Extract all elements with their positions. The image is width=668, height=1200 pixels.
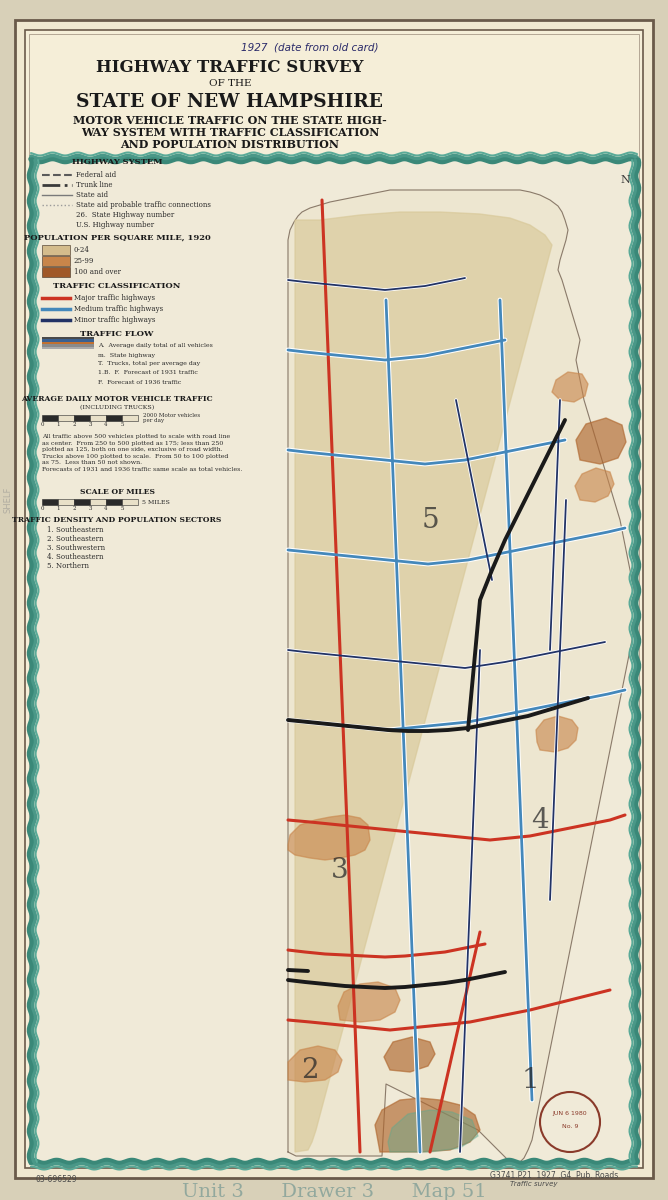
Bar	[42, 245, 70, 254]
Bar	[42, 342, 94, 344]
Text: AND POPULATION DISTRIBUTION: AND POPULATION DISTRIBUTION	[120, 139, 339, 150]
Text: 1927  (date from old card): 1927 (date from old card)	[241, 43, 379, 53]
Polygon shape	[388, 1110, 478, 1152]
Text: 2: 2	[72, 422, 75, 427]
Text: 5: 5	[120, 422, 124, 427]
Text: 5: 5	[120, 506, 124, 511]
Bar	[42, 256, 70, 266]
Bar	[106, 415, 122, 421]
Text: 1: 1	[56, 422, 59, 427]
Text: TRAFFIC DENSITY AND POPULATION SECTORS: TRAFFIC DENSITY AND POPULATION SECTORS	[12, 516, 222, 524]
Text: TRAFFIC FLOW: TRAFFIC FLOW	[80, 330, 154, 338]
Polygon shape	[536, 716, 578, 752]
Text: U.S. Highway number: U.S. Highway number	[76, 221, 154, 229]
Text: 1. Southeastern: 1. Southeastern	[47, 526, 104, 534]
Polygon shape	[552, 372, 588, 402]
Text: 5: 5	[422, 506, 439, 534]
Text: No. 9: No. 9	[562, 1123, 578, 1128]
Polygon shape	[288, 815, 370, 860]
Text: 03-696529: 03-696529	[35, 1176, 77, 1184]
Text: F.  Forecast of 1936 traffic: F. Forecast of 1936 traffic	[98, 379, 181, 384]
Bar	[42, 499, 58, 505]
Text: N: N	[620, 175, 630, 185]
Text: JUN 6 1980: JUN 6 1980	[552, 1111, 587, 1116]
Polygon shape	[575, 468, 614, 502]
Bar	[42, 337, 94, 338]
Text: All traffic above 500 vehicles plotted to scale with road line
as center.  From : All traffic above 500 vehicles plotted t…	[42, 434, 242, 472]
Text: T.  Trucks, total per average day: T. Trucks, total per average day	[98, 361, 200, 366]
Text: 4. Southeastern: 4. Southeastern	[47, 553, 104, 560]
Text: Minor traffic highways: Minor traffic highways	[74, 316, 156, 324]
Polygon shape	[288, 1046, 342, 1082]
Bar	[122, 499, 138, 505]
Text: 0: 0	[40, 506, 43, 511]
Text: State aid: State aid	[76, 191, 108, 199]
Text: m.  State highway: m. State highway	[98, 353, 155, 358]
Bar	[42, 347, 94, 349]
Text: 26.  State Highway number: 26. State Highway number	[76, 211, 174, 218]
Text: 2: 2	[301, 1056, 319, 1084]
Bar	[42, 266, 70, 277]
Text: 100 and over: 100 and over	[74, 268, 121, 276]
Bar	[90, 415, 106, 421]
Text: 4: 4	[104, 506, 108, 511]
Text: 3. Southwestern: 3. Southwestern	[47, 544, 105, 552]
Text: AVERAGE DAILY MOTOR VEHICLE TRAFFIC: AVERAGE DAILY MOTOR VEHICLE TRAFFIC	[21, 395, 213, 403]
Text: 3: 3	[88, 422, 92, 427]
Bar	[42, 340, 94, 342]
Text: G3741.P21  1927 .G4  Pub. Roads: G3741.P21 1927 .G4 Pub. Roads	[490, 1171, 619, 1181]
Bar	[90, 499, 106, 505]
Text: 4: 4	[531, 806, 549, 834]
Text: 4: 4	[104, 422, 108, 427]
Text: (INCLUDING TRUCKS): (INCLUDING TRUCKS)	[80, 406, 154, 410]
Bar	[42, 344, 94, 347]
Text: 2000 Motor vehicles
per day: 2000 Motor vehicles per day	[143, 413, 200, 424]
Polygon shape	[288, 190, 638, 1164]
Bar	[106, 499, 122, 505]
Text: Trunk line: Trunk line	[76, 181, 112, 188]
Text: 1: 1	[56, 506, 59, 511]
Bar	[31, 158, 637, 1162]
Text: Traffic survey: Traffic survey	[510, 1181, 558, 1187]
Text: 25-99: 25-99	[74, 257, 94, 265]
Text: MOTOR VEHICLE TRAFFIC ON THE STATE HIGH-: MOTOR VEHICLE TRAFFIC ON THE STATE HIGH-	[73, 115, 387, 126]
Bar	[74, 415, 90, 421]
Text: A.  Average daily total of all vehicles: A. Average daily total of all vehicles	[98, 343, 213, 348]
Text: 2. Southeastern: 2. Southeastern	[47, 535, 104, 542]
Text: 2: 2	[72, 506, 75, 511]
Text: Unit 3      Drawer 3      Map 51: Unit 3 Drawer 3 Map 51	[182, 1183, 486, 1200]
Text: 1: 1	[521, 1067, 539, 1093]
Polygon shape	[576, 418, 626, 464]
Text: 0: 0	[40, 422, 43, 427]
Polygon shape	[338, 982, 400, 1022]
Text: WAY SYSTEM WITH TRAFFIC CLASSIFICATION: WAY SYSTEM WITH TRAFFIC CLASSIFICATION	[81, 127, 379, 138]
Bar	[122, 415, 138, 421]
Bar	[42, 415, 58, 421]
Text: STATE OF NEW HAMPSHIRE: STATE OF NEW HAMPSHIRE	[77, 92, 383, 110]
Text: Federal aid: Federal aid	[76, 170, 116, 179]
Text: SCALE OF MILES: SCALE OF MILES	[79, 488, 154, 496]
Polygon shape	[295, 212, 552, 1152]
Text: POPULATION PER SQUARE MILE, 1920: POPULATION PER SQUARE MILE, 1920	[23, 234, 210, 242]
Text: State aid probable traffic connections: State aid probable traffic connections	[76, 200, 211, 209]
Text: HIGHWAY TRAFFIC SURVEY: HIGHWAY TRAFFIC SURVEY	[96, 59, 364, 76]
Polygon shape	[375, 1098, 480, 1152]
Text: 5. Northern: 5. Northern	[47, 562, 89, 570]
Text: 3: 3	[331, 857, 349, 883]
Bar	[58, 499, 74, 505]
Bar	[58, 415, 74, 421]
Text: 5 MILES: 5 MILES	[142, 499, 170, 504]
Polygon shape	[384, 1037, 435, 1072]
Text: SHELF: SHELF	[3, 487, 13, 514]
Text: TRAFFIC CLASSIFICATION: TRAFFIC CLASSIFICATION	[53, 282, 180, 290]
Bar	[74, 499, 90, 505]
Text: Medium traffic highways: Medium traffic highways	[74, 305, 163, 313]
Text: HIGHWAY SYSTEM: HIGHWAY SYSTEM	[71, 158, 162, 166]
Text: 0-24: 0-24	[74, 246, 90, 254]
Text: 3: 3	[88, 506, 92, 511]
Text: Major traffic highways: Major traffic highways	[74, 294, 155, 302]
Text: OF THE: OF THE	[208, 78, 251, 88]
Text: 1.B.  F.  Forecast of 1931 traffic: 1.B. F. Forecast of 1931 traffic	[98, 371, 198, 376]
